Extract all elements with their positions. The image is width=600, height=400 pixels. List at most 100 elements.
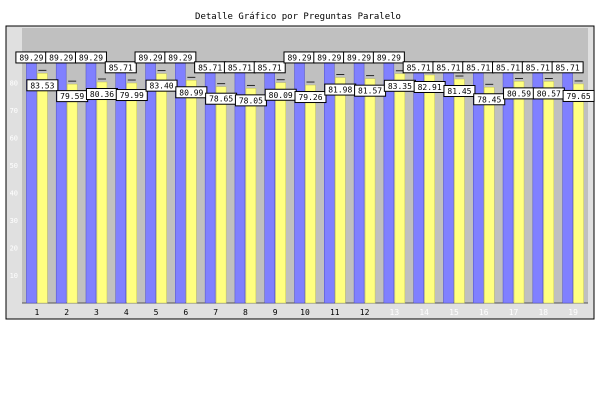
data-label: 78.05: [234, 94, 267, 107]
data-label-text: 85.71: [407, 63, 431, 72]
bar-series-2: [245, 88, 257, 304]
data-label-text: 89.29: [139, 53, 163, 62]
data-label: 89.29: [164, 51, 197, 64]
data-label: 78.45: [473, 93, 506, 106]
bar-series-2: [394, 73, 406, 304]
x-tick-label: 19: [568, 308, 578, 317]
x-tick-label: 2: [64, 308, 69, 317]
data-label-text: 79.99: [120, 91, 144, 100]
x-tick-label: 7: [213, 308, 218, 317]
data-label-box: [253, 61, 286, 74]
data-label: 80.59: [503, 87, 536, 100]
data-label-text: 89.29: [377, 53, 401, 62]
data-label-text: 85.71: [198, 63, 222, 72]
data-label: 81.98: [324, 83, 357, 96]
data-label: 85.71: [551, 61, 584, 74]
data-label-text: 81.98: [328, 86, 352, 95]
data-label: 79.59: [56, 90, 89, 103]
data-label-box: [26, 79, 59, 92]
bar-series-2: [37, 73, 48, 304]
bar-series-2: [364, 78, 376, 304]
data-label-text: 89.29: [287, 53, 311, 62]
bar-series-2: [543, 81, 555, 304]
data-label-box: [551, 61, 584, 74]
data-label: 80.57: [532, 87, 565, 100]
data-label-text: 83.35: [388, 82, 412, 91]
data-label-text: 80.99: [179, 88, 203, 97]
bars-layer: [26, 57, 584, 304]
data-label-text: 80.57: [537, 89, 561, 98]
bar-series-2: [126, 82, 138, 304]
x-tick-label: 13: [390, 308, 400, 317]
x-tick-label: 3: [94, 308, 99, 317]
data-label-box: [372, 51, 405, 64]
data-label-box: [74, 51, 107, 64]
data-label-text: 80.09: [269, 91, 293, 100]
data-label: 81.45: [443, 85, 476, 98]
data-label: 85.71: [432, 61, 465, 74]
data-label-box: [104, 61, 137, 74]
chart-title: Detalle Gráfico por Preguntas Paralelo: [195, 12, 401, 22]
x-tick-label: 9: [273, 308, 278, 317]
data-label: 80.36: [85, 88, 118, 101]
data-label: 85.71: [492, 61, 525, 74]
data-label-text: 85.71: [496, 63, 520, 72]
bar-series-2: [424, 74, 435, 304]
data-label-text: 85.71: [526, 63, 550, 72]
data-label: 83.40: [145, 79, 178, 92]
data-label: 83.35: [383, 79, 416, 92]
data-label-text: 85.71: [466, 63, 490, 72]
data-label-box: [164, 51, 197, 64]
bar-series-2: [305, 84, 316, 304]
x-tick-label: 12: [360, 308, 370, 317]
data-label-box: [145, 79, 178, 92]
bar-series-2: [275, 82, 286, 304]
y-tick-label: 80: [10, 80, 18, 88]
data-label: 89.29: [74, 51, 107, 64]
data-label: 85.71: [223, 61, 256, 74]
data-label: 81.57: [354, 84, 387, 97]
x-tick-label: 1: [34, 308, 39, 317]
bar-series-2: [66, 83, 78, 304]
bar-series-2: [96, 81, 108, 304]
data-label-text: 78.65: [209, 95, 233, 104]
data-label-text: 89.29: [347, 53, 371, 62]
data-label-text: 85.71: [109, 63, 133, 72]
data-label-text: 79.59: [60, 92, 84, 101]
data-label-box: [115, 89, 148, 102]
data-label: 79.26: [294, 91, 327, 104]
data-label: 82.91: [413, 80, 446, 93]
bar-series-1: [115, 67, 127, 304]
data-label: 80.99: [175, 86, 208, 99]
x-tick-label: 16: [479, 308, 489, 317]
x-axis: 1 2 3 4 5 6 7 8 9 10 11 12 13 14 15 16 17 18 19: [34, 308, 578, 317]
bar-series-1: [532, 67, 544, 304]
data-label: 89.29: [134, 51, 167, 64]
data-label-text: 82.91: [418, 83, 442, 92]
data-label-text: 80.59: [507, 89, 531, 98]
bar-series-1: [562, 67, 573, 304]
data-label-text: 81.57: [358, 87, 382, 96]
data-label-text: 89.29: [168, 53, 192, 62]
bar-series-2: [186, 80, 197, 304]
data-label-text: 89.29: [317, 53, 341, 62]
bar-series-2: [335, 77, 346, 304]
data-label-text: 78.45: [477, 95, 501, 104]
data-label: 89.29: [15, 51, 48, 64]
bar-series-2: [215, 86, 227, 304]
data-label: 89.29: [283, 51, 316, 64]
data-label: 89.29: [372, 51, 405, 64]
data-label: 85.71: [402, 61, 435, 74]
bar-series-1: [413, 67, 424, 304]
data-label-text: 83.53: [30, 81, 54, 90]
data-label-text: 79.26: [298, 93, 322, 102]
bar-series-2: [513, 81, 525, 304]
y-tick-label: 20: [10, 245, 18, 253]
data-label-text: 80.36: [90, 90, 114, 99]
data-label: 79.99: [115, 89, 148, 102]
x-tick-label: 18: [538, 308, 548, 317]
data-label-text: 81.45: [447, 87, 471, 96]
y-tick-label: 30: [10, 217, 18, 225]
data-label-box: [562, 89, 595, 102]
